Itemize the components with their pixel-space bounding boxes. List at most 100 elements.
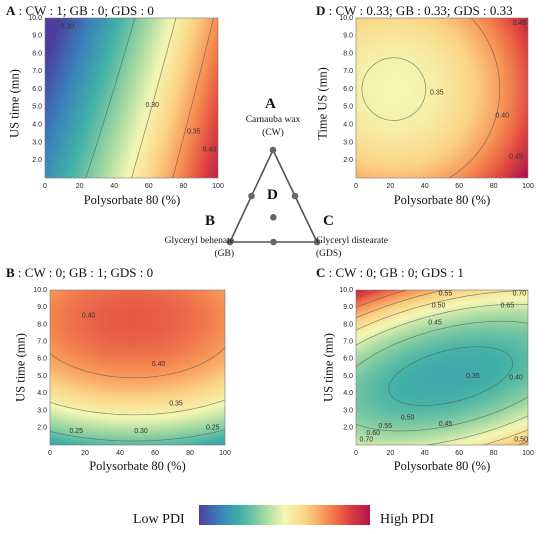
triangle-point-mid-ab	[248, 192, 255, 200]
x-tick-label: 20	[387, 183, 395, 190]
contour-line-0.35	[361, 57, 427, 121]
y-tick-label: 7.0	[343, 68, 353, 75]
contour-label: 0.40	[82, 313, 96, 320]
x-tick-label: 40	[421, 450, 429, 457]
panel-b-frame	[49, 289, 226, 446]
mixture-triangle	[226, 146, 321, 246]
contour-label: 0.50	[514, 437, 528, 444]
contour-line-0.40	[355, 320, 529, 432]
x-tick-label: 0	[354, 450, 358, 457]
x-tick-label: 100	[212, 183, 224, 190]
contour-label: 0.40	[203, 146, 217, 153]
panel-c-xlabel: Polysorbate 80 (%)	[393, 459, 491, 473]
y-tick-label: 2.0	[343, 157, 353, 164]
y-tick-label: 2.0	[37, 425, 47, 432]
panel-d-surface: 0.45 0.35 0.40 0.45 0 20 40 60 80 100 2.0 3.0 4.0 5.0…	[339, 15, 534, 190]
y-tick-label: 9.0	[343, 304, 353, 311]
contour-label: 0.40	[509, 375, 523, 382]
y-tick-label: 2.0	[32, 157, 42, 164]
panel-c-ylabel: US time (mn)	[321, 333, 336, 402]
x-tick-label: 80	[490, 183, 498, 190]
contour-line-0.40	[448, 17, 501, 179]
x-tick-label: 60	[151, 450, 159, 457]
triangle-vertex-c-label: Glyceryl distearate (GDS)	[316, 236, 389, 259]
contour-label: 0.30	[145, 102, 159, 109]
panel-c-title: C : CW : 0; GB : 0; GDS : 1	[316, 265, 464, 280]
panel-d-heatmap	[356, 18, 528, 178]
y-tick-label: 4.0	[343, 122, 353, 129]
x-tick-label: 20	[387, 450, 395, 457]
y-tick-label: 3.0	[32, 139, 42, 146]
panel-b-ylabel: US time (mn)	[13, 333, 28, 402]
contour-label: 0.35	[169, 401, 183, 408]
y-tick-label: 9.0	[37, 304, 47, 311]
panel-b-surface: 0.40 0.40 0.35 0.30 0.25 0.25 0 20 40 60 80 100 2.0 3…	[33, 287, 231, 457]
contour-label: 0.40	[495, 113, 509, 120]
contour-label: 0.50	[432, 302, 446, 309]
triangle-vertex-a-label: Carnauba wax (CW)	[245, 115, 301, 138]
x-tick-label: 0	[354, 183, 358, 190]
contour-label: 0.25	[69, 428, 83, 435]
panel-a-heatmap	[45, 18, 218, 178]
x-tick-label: 20	[76, 183, 84, 190]
panel-c-heatmap	[356, 290, 528, 445]
y-tick-label: 10.0	[33, 287, 47, 294]
contour-line-0.45	[508, 17, 529, 179]
x-tick-label: 40	[421, 183, 429, 190]
y-tick-label: 8.0	[343, 50, 353, 57]
y-tick-label: 8.0	[32, 50, 42, 57]
y-tick-label: 4.0	[32, 122, 42, 129]
panel-d-title: D : CW : 0.33; GB : 0.33; GDS : 0.33	[316, 3, 513, 18]
x-tick-label: 20	[81, 450, 89, 457]
triangle-vertex-a-letter: A	[265, 96, 276, 112]
contour-label: 0.55	[439, 290, 453, 297]
contour-label: 0.45	[439, 421, 453, 428]
contour-line-0.40	[172, 17, 215, 179]
contour-line-0.35	[388, 346, 513, 406]
y-tick-label: 10.0	[339, 287, 353, 294]
y-tick-label: 10.0	[28, 15, 42, 22]
contour-label: 0.70	[360, 437, 374, 444]
y-tick-label: 7.0	[343, 339, 353, 346]
panel-a-title: A : CW : 1; GB : 0; GDS : 0	[6, 3, 154, 18]
x-tick-label: 0	[43, 183, 47, 190]
contour-label: 0.30	[61, 24, 75, 31]
x-tick-label: 60	[145, 183, 153, 190]
legend-low-label: Low PDI	[133, 512, 185, 527]
y-tick-label: 6.0	[32, 86, 42, 93]
panel-d-ylabel: Time US (mn)	[315, 67, 330, 140]
x-tick-label: 60	[455, 183, 463, 190]
y-tick-label: 7.0	[32, 68, 42, 75]
x-tick-label: 80	[490, 450, 498, 457]
legend-high-label: High PDI	[380, 512, 435, 527]
triangle-center-letter: D	[267, 187, 278, 203]
x-tick-label: 0	[48, 450, 52, 457]
triangle-vertex-b-label: Glyceryl behenate (GB)	[164, 236, 234, 259]
panel-a-ylabel: US time (mn)	[7, 69, 22, 138]
contour-line-0.60	[355, 289, 407, 308]
x-tick-label: 100	[522, 183, 534, 190]
x-tick-label: 100	[219, 450, 231, 457]
y-tick-label: 5.0	[37, 373, 47, 380]
y-tick-label: 9.0	[32, 33, 42, 40]
y-tick-label: 3.0	[37, 407, 47, 414]
panel-a-xlabel: Polysorbate 80 (%)	[83, 193, 181, 207]
contour-label: 0.70	[513, 290, 527, 297]
panel-b-heatmap	[50, 290, 225, 445]
contour-label: 0.60	[366, 430, 380, 437]
contour-label: 0.45	[509, 154, 523, 161]
panel-b-xlabel: Polysorbate 80 (%)	[89, 459, 186, 473]
contour-line-0.30	[49, 429, 226, 442]
contour-label: 0.30	[134, 428, 148, 435]
panel-b-title: B : CW : 0; GB : 1; GDS : 0	[6, 265, 154, 280]
contour-label: 0.35	[430, 90, 444, 97]
y-tick-label: 5.0	[343, 373, 353, 380]
panel-d-xlabel: Polysorbate 80 (%)	[393, 193, 491, 207]
panel-a-frame	[44, 17, 219, 179]
y-tick-label: 8.0	[343, 321, 353, 328]
contour-label: 0.25	[206, 425, 220, 432]
y-tick-label: 4.0	[343, 390, 353, 397]
y-tick-label: 3.0	[343, 139, 353, 146]
